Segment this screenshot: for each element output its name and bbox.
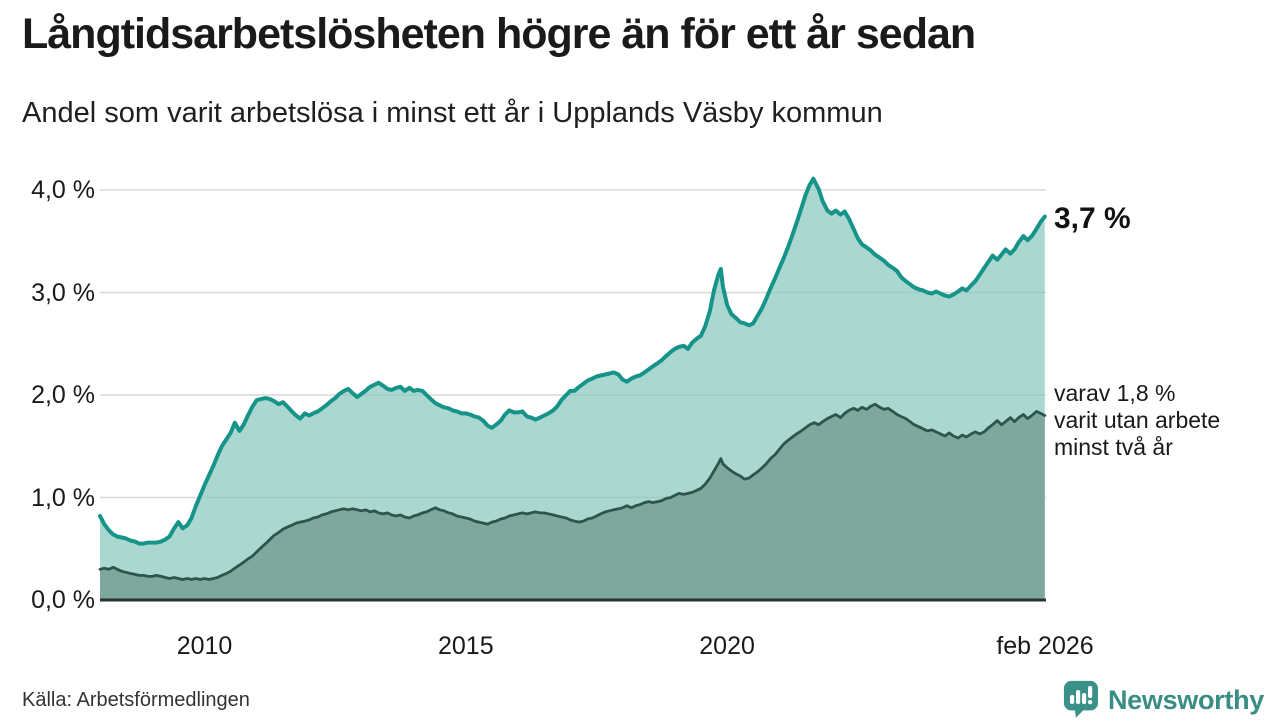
x-axis-tick-label: 2010 [176, 632, 233, 660]
newsworthy-brand: Newsworthy [1063, 680, 1264, 720]
y-axis-tick-label: 1,0 % [31, 483, 95, 512]
latest-subset-annotation: varav 1,8 % varit utan arbete minst två … [1054, 380, 1221, 460]
y-axis-tick-label: 4,0 % [31, 176, 95, 204]
y-axis-tick-label: 2,0 % [31, 381, 95, 409]
x-axis-tick-label: 2015 [437, 632, 494, 660]
x-axis-tick-label: feb 2026 [996, 632, 1094, 660]
latest-total-annotation: 3,7 % [1054, 202, 1131, 235]
page-title: Långtidsarbetslösheten högre än för ett … [22, 10, 976, 58]
newsworthy-logo-icon [1063, 680, 1098, 718]
y-axis-tick-label: 3,0 % [31, 278, 95, 307]
newsworthy-brand-text: Newsworthy [1107, 684, 1264, 715]
x-axis-tick-label: 2020 [699, 632, 755, 660]
source-note: Källa: Arbetsförmedlingen [22, 689, 250, 711]
page-subtitle: Andel som varit arbetslösa i minst ett å… [22, 97, 883, 129]
y-axis-tick-label: 0,0 % [31, 586, 95, 614]
